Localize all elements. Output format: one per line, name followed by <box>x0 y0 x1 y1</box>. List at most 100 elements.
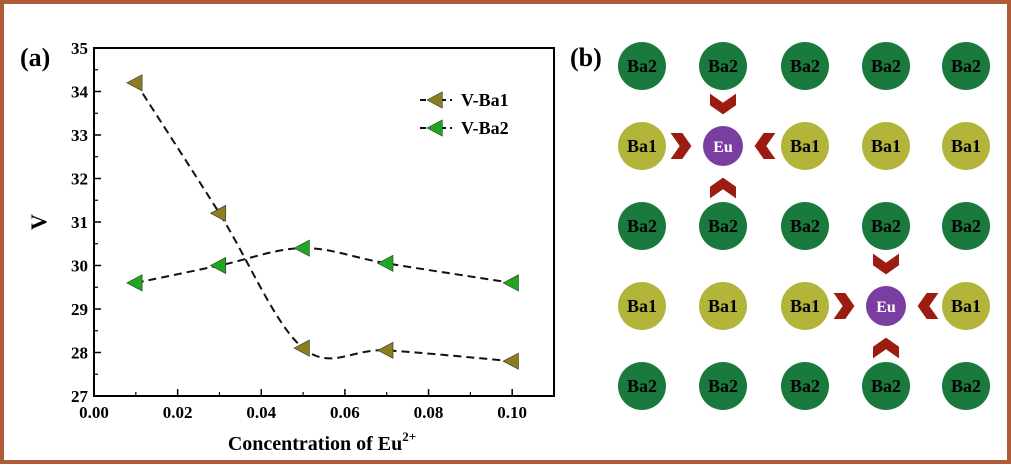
atom-ba1 <box>699 282 747 330</box>
arrows-layer <box>670 93 939 359</box>
atom-ba2 <box>781 362 829 410</box>
atom-ba2 <box>699 42 747 90</box>
atom-ba2 <box>942 202 990 250</box>
data-point-series-1 <box>377 341 394 359</box>
atom-ba2 <box>618 42 666 90</box>
atom-label: Ba1 <box>951 136 981 156</box>
atom-label: Ba2 <box>871 56 901 76</box>
data-point-series-1 <box>126 74 143 92</box>
data-point-series-2 <box>209 256 227 275</box>
atom-label: Ba1 <box>627 296 657 316</box>
data-point-series-1 <box>293 339 310 357</box>
compression-arrow-icon <box>710 93 736 115</box>
x-tick-label: 0.04 <box>246 403 276 422</box>
data-point-series-2 <box>502 274 519 292</box>
panel-b-label: (b) <box>570 43 602 72</box>
data-point-series-1 <box>209 204 227 222</box>
data-point-series-2 <box>126 274 143 292</box>
atom-ba1 <box>618 122 666 170</box>
atom-ba1 <box>942 282 990 330</box>
compression-arrow-icon <box>670 133 692 159</box>
y-tick-label: 33 <box>71 126 88 145</box>
atom-label: Ba2 <box>708 376 738 396</box>
panel-a-label: (a) <box>20 43 50 72</box>
x-tick-label: 0.02 <box>163 403 193 422</box>
atom-label: Ba1 <box>951 296 981 316</box>
atom-label: Ba2 <box>871 216 901 236</box>
atom-ba2 <box>942 42 990 90</box>
atom-label: Eu <box>876 299 896 316</box>
atoms-layer: Ba2 Ba2 Ba2 Ba2 Ba2 Ba1 Eu Ba1 Ba1 Ba1 Ba2 Ba2 Ba2 Ba… <box>618 42 990 410</box>
atom-ba1 <box>781 122 829 170</box>
compression-arrow-icon <box>710 177 736 199</box>
atom-label: Ba2 <box>790 56 820 76</box>
atom-ba2 <box>699 362 747 410</box>
atom-label: Ba2 <box>708 56 738 76</box>
atom-label: Ba1 <box>871 136 901 156</box>
compression-arrow-icon <box>917 293 939 319</box>
atom-ba2 <box>862 362 910 410</box>
atom-ba2 <box>781 202 829 250</box>
legend-marker <box>426 91 443 109</box>
atom-ba1 <box>942 122 990 170</box>
atom-eu <box>703 126 743 166</box>
y-tick-label: 27 <box>71 387 89 406</box>
atom-label: Eu <box>713 139 733 156</box>
x-axis-label-superscript: 2+ <box>402 429 416 444</box>
series-line-2 <box>135 247 513 284</box>
x-axis: 0.00 0.02 0.04 0.06 0.08 0.10 <box>79 389 527 422</box>
x-tick-label: 0.06 <box>330 403 360 422</box>
y-tick-label: 34 <box>71 83 89 102</box>
y-tick-label: 28 <box>71 344 88 363</box>
y-axis-label: V <box>26 214 51 230</box>
atom-ba2 <box>862 42 910 90</box>
y-tick-label: 30 <box>71 257 88 276</box>
y-tick-label: 35 <box>71 39 88 58</box>
legend-label: V-Ba1 <box>461 90 509 110</box>
legend-marker <box>426 119 443 137</box>
atom-label: Ba2 <box>951 216 981 236</box>
atom-label: Ba2 <box>790 216 820 236</box>
y-tick-label: 29 <box>71 300 88 319</box>
atom-label: Ba1 <box>790 296 820 316</box>
series-layer <box>126 74 519 370</box>
atom-label: Ba2 <box>790 376 820 396</box>
atom-ba1 <box>862 122 910 170</box>
data-point-series-1 <box>502 352 519 370</box>
x-axis-label: Concentration of Eu2+ <box>228 429 416 455</box>
x-axis-label-text: Concentration of Eu <box>228 433 402 455</box>
compression-arrow-icon <box>754 133 776 159</box>
atom-label: Ba2 <box>871 376 901 396</box>
atom-label: Ba1 <box>790 136 820 156</box>
x-tick-label: 0.08 <box>414 403 444 422</box>
compression-arrow-icon <box>873 337 899 359</box>
x-tick-label: 0.00 <box>79 403 109 422</box>
atom-label: Ba2 <box>627 216 657 236</box>
compression-arrow-icon <box>873 253 899 275</box>
legend-label: V-Ba2 <box>461 118 509 138</box>
atom-label: Ba1 <box>708 296 738 316</box>
atom-ba2 <box>618 202 666 250</box>
atom-label: Ba2 <box>627 376 657 396</box>
data-point-series-2 <box>377 254 394 272</box>
y-tick-label: 32 <box>71 170 88 189</box>
x-tick-label: 0.10 <box>497 403 527 422</box>
data-point-series-2 <box>293 239 310 257</box>
atom-label: Ba2 <box>951 56 981 76</box>
atom-ba1 <box>618 282 666 330</box>
atom-ba2 <box>618 362 666 410</box>
atom-label: Ba1 <box>627 136 657 156</box>
atom-label: Ba2 <box>708 216 738 236</box>
atom-label: Ba2 <box>951 376 981 396</box>
atom-ba2 <box>781 42 829 90</box>
atom-ba2 <box>699 202 747 250</box>
atom-eu <box>866 286 906 326</box>
atom-ba1 <box>781 282 829 330</box>
atom-ba2 <box>862 202 910 250</box>
atom-ba2 <box>942 362 990 410</box>
